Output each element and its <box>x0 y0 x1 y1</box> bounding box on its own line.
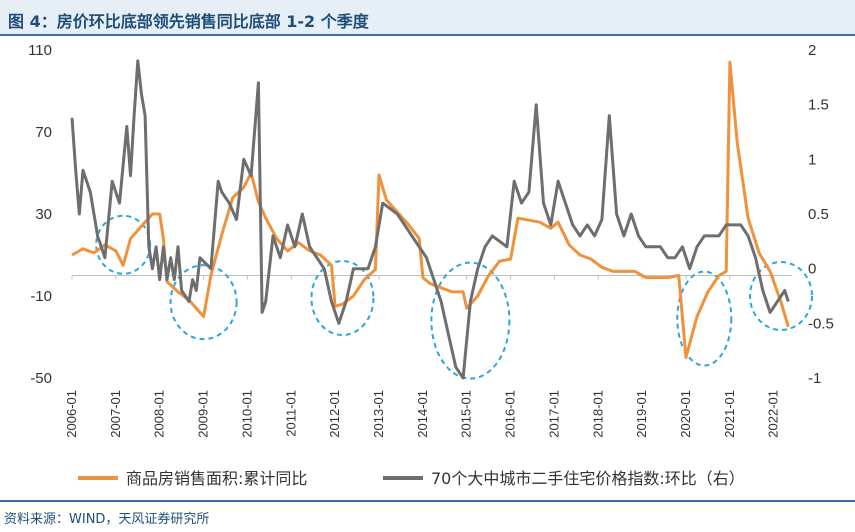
legend-label: 70个大中城市二手住宅价格指数:环比（右） <box>431 469 745 488</box>
series-line-secondhand-price-mom <box>70 59 790 380</box>
series-line-sales-area-yoy <box>71 60 790 359</box>
y-right-tick-label: -1 <box>808 370 821 387</box>
x-tick-label: 2013-01 <box>371 390 386 438</box>
y-right-tick-label: 1 <box>808 151 816 168</box>
dashed-ellipse-annotation <box>310 260 375 337</box>
x-tick-label: 2011-01 <box>283 390 298 437</box>
x-tick-label: 2019-01 <box>634 390 649 438</box>
y-left-tick-label: 70 <box>35 124 52 141</box>
dashed-ellipse-annotation <box>430 261 511 380</box>
y-right-tick-label: -0.5 <box>808 315 834 332</box>
axes-layer: 110 70 30 -10 -50 2 1.5 1 0.5 0 -0.5 -1 2006-01 2007-… <box>28 42 834 438</box>
x-tick-label: 2010-01 <box>239 390 254 438</box>
y-left-tick-label: 110 <box>28 42 52 59</box>
legend-label: 商品房销售面积:累计同比 <box>126 469 307 488</box>
dashed-ellipse-annotation <box>749 261 814 331</box>
x-tick-label: 2020-01 <box>678 390 693 438</box>
x-tick-label: 2006-01 <box>64 390 79 438</box>
chart-svg: 110 70 30 -10 -50 2 1.5 1 0.5 0 -0.5 -1 2006-01 2007-… <box>28 42 834 488</box>
x-tick-label: 2012-01 <box>327 390 342 438</box>
dashed-ellipse-annotation <box>676 270 733 367</box>
y-right-tick-label: 0.5 <box>808 206 829 223</box>
x-tick-label: 2007-01 <box>108 390 123 438</box>
x-tick-label: 2015-01 <box>459 390 474 438</box>
y-left-tick-label: -50 <box>30 370 52 387</box>
title-bar: 图 4：房价环比底部领先销售同比底部 1-2 个季度 <box>0 0 855 36</box>
footer-rule <box>0 500 855 502</box>
x-tick-label: 2018-01 <box>590 390 605 438</box>
x-tick-label: 2014-01 <box>415 390 430 438</box>
legend: 商品房销售面积:累计同比 70个大中城市二手住宅价格指数:环比（右） <box>78 469 745 488</box>
y-right-tick-label: 0 <box>808 261 816 278</box>
y-right-tick-label: 1.5 <box>808 97 829 114</box>
y-right-tick-label: 2 <box>808 42 816 59</box>
x-tick-label: 2008-01 <box>152 390 167 438</box>
dashed-ellipse-annotation <box>169 264 238 341</box>
x-tick-label: 2017-01 <box>546 390 561 438</box>
x-tick-label: 2016-01 <box>503 390 518 438</box>
annotation-layer <box>95 214 814 380</box>
y-left-tick-label: 30 <box>35 206 52 223</box>
x-tick-label: 2022-01 <box>766 390 781 438</box>
chart-title: 图 4：房价环比底部领先销售同比底部 1-2 个季度 <box>8 12 369 31</box>
x-tick-label: 2009-01 <box>196 390 211 438</box>
x-tick-label: 2021-01 <box>722 390 737 438</box>
source-note: 资料来源：WIND，天风证券研究所 <box>4 512 210 527</box>
series-layer <box>70 59 790 380</box>
y-left-tick-label: -10 <box>30 288 52 305</box>
